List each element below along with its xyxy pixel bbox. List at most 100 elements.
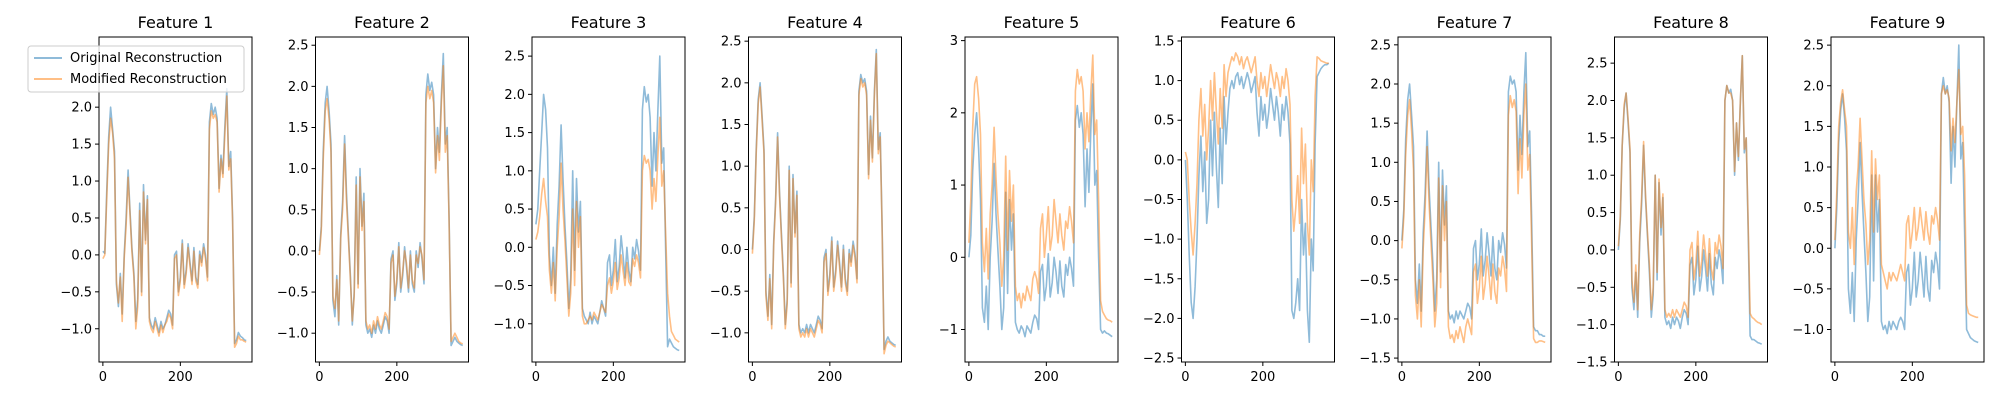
axes-frame bbox=[98, 36, 253, 363]
x-tick-label: 0 bbox=[965, 370, 973, 385]
y-tick-label: 1.0 bbox=[504, 164, 525, 179]
x-tick-label: 200 bbox=[1250, 370, 1275, 385]
subplot-feature-7: Feature 7 −1.5 −1.0 −0.5 0.0 0.5 1.0 1.5 2.0 2.5 0… bbox=[1359, 13, 1552, 385]
legend-frame bbox=[27, 45, 245, 93]
y-tick-label: 2 bbox=[950, 106, 958, 121]
y-tick-label: −1.0 bbox=[1792, 323, 1824, 338]
y-tick-label: 0.0 bbox=[504, 241, 525, 256]
x-tick-label: 0 bbox=[1831, 370, 1839, 385]
x-tick-label: 0 bbox=[315, 370, 323, 385]
subplot-title: Feature 8 bbox=[1653, 13, 1729, 32]
y-tick-label: −1.0 bbox=[1576, 318, 1608, 333]
y-tick-label: 1.5 bbox=[288, 121, 309, 136]
y-tick-label: 1.0 bbox=[1370, 156, 1391, 171]
series-line-modified bbox=[318, 65, 464, 345]
subplot-feature-9: Feature 9 −1.0 −0.5 0.0 0.5 1.0 1.5 2.0 2.5 0 200 bbox=[1792, 13, 1985, 385]
subplot-feature-6: Feature 6 −2.5 −2.0 −1.5 −1.0 −0.5 0.0 0.5 1.0 1.… bbox=[1143, 13, 1335, 385]
y-tick-label: 1.5 bbox=[721, 118, 742, 133]
x-tick-label: 0 bbox=[748, 370, 756, 385]
x-tick-label: 200 bbox=[817, 370, 842, 385]
x-tick-label: 0 bbox=[1398, 370, 1406, 385]
subplot-feature-2: Feature 2 −1.0 −0.5 0.0 0.5 1.0 1.5 2.0 2.5 0 200 bbox=[277, 13, 469, 385]
x-tick-label: 200 bbox=[1683, 370, 1708, 385]
series-line-modified bbox=[1401, 83, 1546, 344]
x-tick-label: 200 bbox=[1034, 370, 1059, 385]
subplot-feature-3: Feature 3 −1.0 −0.5 0.0 0.5 1.0 1.5 2.0 2.5 0 200 bbox=[493, 13, 686, 385]
axes-frame bbox=[964, 36, 1119, 363]
subplot-title: Feature 9 bbox=[1870, 13, 1946, 32]
x-tick-label: 200 bbox=[384, 370, 409, 385]
y-tick-label: 0.5 bbox=[1370, 195, 1391, 210]
y-tick-label: 1.0 bbox=[1154, 74, 1175, 89]
y-tick-label: −1.0 bbox=[1359, 312, 1391, 327]
y-tick-label: −1 bbox=[939, 323, 958, 338]
y-tick-label: 1.5 bbox=[504, 126, 525, 141]
series-line-original bbox=[1184, 62, 1330, 344]
y-tick-label: −2.0 bbox=[1143, 312, 1175, 327]
y-tick-label: 2.0 bbox=[288, 80, 309, 95]
y-tick-label: 1.5 bbox=[1587, 131, 1608, 146]
y-tick-label: 1.5 bbox=[1154, 34, 1175, 49]
y-tick-label: −1.5 bbox=[1359, 352, 1391, 367]
y-tick-label: 0.0 bbox=[1803, 242, 1824, 257]
axes-frame bbox=[315, 36, 469, 363]
subplot-title: Feature 5 bbox=[1004, 13, 1080, 32]
y-tick-label: 1.5 bbox=[1370, 117, 1391, 132]
subplot-feature-1: Feature 1 −1.0 −0.5 0.0 0.5 1.0 1.5 2.0 0 200 bbox=[60, 13, 253, 385]
y-tick-label: −1.0 bbox=[1143, 233, 1175, 248]
legend-label-modified: Modified Reconstruction bbox=[70, 72, 227, 87]
y-tick-label: 0.0 bbox=[1370, 234, 1391, 249]
subplot-feature-4: Feature 4 −1.0 −0.5 0.0 0.5 1.0 1.5 2.0 2.5 0 200 bbox=[710, 13, 902, 385]
y-tick-label: −0.5 bbox=[60, 285, 92, 300]
y-tick-label: 0.5 bbox=[71, 211, 92, 226]
y-tick-label: 1 bbox=[950, 179, 958, 194]
y-tick-label: −0.5 bbox=[1143, 193, 1175, 208]
subplot-title: Feature 2 bbox=[354, 13, 430, 32]
y-tick-label: 1.0 bbox=[721, 160, 742, 175]
x-tick-label: 200 bbox=[1467, 370, 1492, 385]
y-tick-label: 0.0 bbox=[721, 243, 742, 258]
subplot-feature-8: Feature 8 −1.5 −1.0 −0.5 0.0 0.5 1.0 1.5 2.0 2.5 0… bbox=[1576, 13, 1768, 385]
subplot-title: Feature 7 bbox=[1437, 13, 1513, 32]
axes-frame bbox=[748, 36, 902, 363]
axes-frame bbox=[1830, 36, 1985, 363]
y-tick-label: −0.5 bbox=[277, 286, 309, 301]
y-tick-label: 0.0 bbox=[1154, 153, 1175, 168]
y-tick-label: 2.5 bbox=[1370, 38, 1391, 53]
y-tick-label: 0.5 bbox=[1803, 201, 1824, 216]
axes-frame bbox=[531, 36, 686, 363]
series-line-original bbox=[1834, 44, 1979, 344]
series-line-original bbox=[968, 83, 1113, 338]
series-line-modified bbox=[968, 54, 1113, 323]
y-tick-label: 2.5 bbox=[288, 39, 309, 54]
y-tick-label: 2.0 bbox=[71, 101, 92, 116]
legend-label-original: Original Reconstruction bbox=[70, 51, 222, 66]
y-tick-label: 0.5 bbox=[1154, 114, 1175, 129]
series-line-modified bbox=[751, 52, 897, 355]
y-tick-label: 1.5 bbox=[71, 138, 92, 153]
subplot-title: Feature 6 bbox=[1220, 13, 1296, 32]
y-tick-label: 2.0 bbox=[1370, 77, 1391, 92]
axes-frame bbox=[1397, 36, 1552, 363]
y-tick-label: 2.5 bbox=[1803, 39, 1824, 54]
subplot-title: Feature 1 bbox=[138, 13, 214, 32]
y-tick-label: −1.5 bbox=[1143, 272, 1175, 287]
y-tick-label: −1.0 bbox=[710, 326, 742, 341]
y-tick-label: −1.5 bbox=[1576, 356, 1608, 371]
y-tick-label: 0 bbox=[950, 251, 958, 266]
y-tick-label: −0.5 bbox=[493, 279, 525, 294]
y-tick-label: 0.5 bbox=[288, 203, 309, 218]
x-tick-label: 0 bbox=[99, 370, 107, 385]
y-tick-label: 1.0 bbox=[1587, 169, 1608, 184]
y-tick-label: 0.5 bbox=[721, 201, 742, 216]
y-tick-label: −2.5 bbox=[1143, 352, 1175, 367]
x-tick-label: 200 bbox=[601, 370, 626, 385]
series-line-modified bbox=[1617, 54, 1763, 326]
y-tick-label: 2.0 bbox=[1587, 94, 1608, 109]
x-tick-label: 0 bbox=[1614, 370, 1622, 385]
y-tick-label: 2.5 bbox=[1587, 57, 1608, 72]
x-tick-label: 200 bbox=[1900, 370, 1925, 385]
y-tick-label: 0.0 bbox=[71, 248, 92, 263]
y-tick-label: 3 bbox=[950, 34, 958, 49]
